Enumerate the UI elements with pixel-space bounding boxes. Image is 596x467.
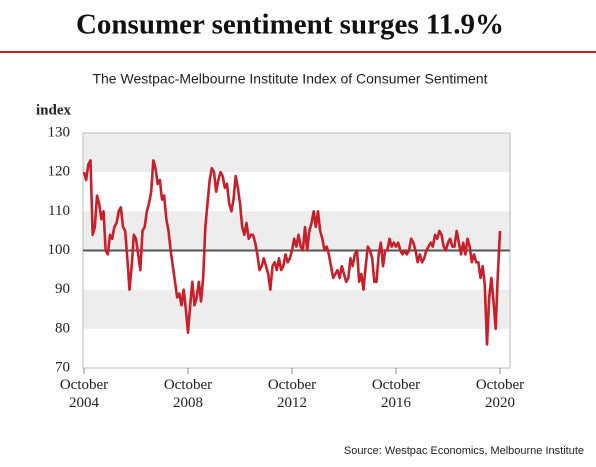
y-tick-label: 90 [55,281,70,297]
y-tick-label: 80 [55,320,70,336]
y-tick-label: 70 [55,359,70,375]
grid-band [83,289,510,329]
data-line [82,159,502,346]
x-tick-label: October 2016 [371,377,421,411]
source: Source: Westpac Economics, Melbourne Ins… [344,445,584,457]
y-tick-label: 120 [48,164,71,180]
x-tick-label: October 2020 [475,377,525,411]
x-tick-label: October 2004 [59,377,109,411]
x-tick-label: October 2012 [267,377,317,411]
x-tick-label: October 2008 [163,377,213,411]
chart-title: Consumer sentiment surges 11.9% [76,9,504,41]
subtitle: The Westpac-Melbourne Institute Index of… [92,71,487,87]
y-tick-label: 130 [48,124,71,140]
y-tick-label: 100 [48,242,71,258]
grid-band [83,133,510,173]
title-rule [0,51,596,53]
y-axis-label: index [36,102,72,118]
y-tick-label: 110 [48,203,70,219]
